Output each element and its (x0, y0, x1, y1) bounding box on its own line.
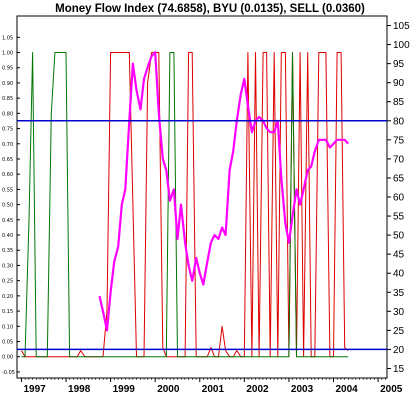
left-tick-label: 0.15 (2, 309, 13, 315)
right-tick-label: 75 (393, 135, 405, 146)
x-tick-label: 1998 (68, 384, 91, 395)
left-tick-label: -0.05 (2, 370, 15, 376)
x-tick-label: 1997 (23, 384, 46, 395)
left-tick-label: 0.80 (2, 111, 13, 117)
left-tick-label: 1.05 (2, 35, 13, 41)
right-tick-label: 20 (393, 345, 405, 356)
left-tick-label: 0.75 (2, 127, 13, 133)
series-line-money-flow-index (98, 51, 350, 332)
series-layer (21, 51, 350, 358)
right-tick-label: 25 (393, 326, 405, 337)
left-axis: -0.05 0.00 0.05 0.10 0.15 0.20 0.25 0.30 0.35 0.4… (2, 35, 20, 376)
x-tick-label: 2001 (202, 384, 225, 395)
right-tick-label: 105 (393, 21, 410, 32)
left-tick-label: 0.05 (2, 339, 13, 345)
x-tick-label: 1999 (113, 384, 136, 395)
right-tick-label: 15 (393, 364, 405, 375)
reference-lines (17, 120, 387, 351)
right-tick-label: 45 (393, 250, 405, 261)
x-tick-label: 2003 (291, 384, 314, 395)
right-tick-label: 85 (393, 97, 405, 108)
left-tick-label: 0.70 (2, 142, 13, 148)
left-tick-label: 0.60 (2, 172, 13, 178)
right-tick-label: 95 (393, 59, 405, 70)
right-axis: 15 20 25 30 35 40 45 50 55 60 65 70 75 80 85 90 95 100 105 (387, 21, 410, 375)
left-tick-label: 0.10 (2, 324, 13, 330)
left-tick-label: 0.45 (2, 218, 13, 224)
x-tick-label: 2000 (157, 384, 180, 395)
right-tick-label: 80 (393, 116, 405, 127)
left-tick-label: 0.65 (2, 157, 13, 163)
right-tick-label: 100 (393, 40, 410, 51)
right-tick-label: 50 (393, 231, 405, 242)
right-tick-label: 65 (393, 173, 405, 184)
right-tick-label: 70 (393, 154, 405, 165)
right-tick-label: 55 (393, 212, 405, 223)
left-tick-label: 1.00 (2, 51, 13, 57)
left-tick-label: 0.90 (2, 81, 13, 87)
left-tick-label: 0.00 (2, 355, 13, 361)
left-tick-label: 0.30 (2, 263, 13, 269)
left-tick-label: 0.35 (2, 248, 13, 254)
right-tick-label: 30 (393, 307, 405, 318)
series-line-byu (21, 52, 349, 358)
x-tick-label: 2002 (246, 384, 269, 395)
right-tick-label: 35 (393, 288, 405, 299)
x-tick-label: 2005 (380, 384, 403, 395)
right-tick-label: 90 (393, 78, 405, 89)
plot-frame (16, 15, 388, 379)
right-tick-label: 60 (393, 193, 405, 204)
left-tick-label: 0.20 (2, 294, 13, 300)
x-tick-label: 2004 (336, 384, 359, 395)
left-tick-label: 0.95 (2, 66, 13, 72)
x-axis: 1997 1998 1999 2000 2001 2002 2003 2004 2005 (20, 378, 403, 395)
right-tick-label: 40 (393, 269, 405, 280)
left-tick-label: 0.50 (2, 203, 13, 209)
left-tick-label: 0.85 (2, 96, 13, 102)
left-tick-label: 0.40 (2, 233, 13, 239)
left-tick-label: 0.25 (2, 279, 13, 285)
left-tick-label: 0.55 (2, 187, 13, 193)
chart-title: Money Flow Index (74.6858), BYU (0.0135)… (55, 3, 365, 15)
